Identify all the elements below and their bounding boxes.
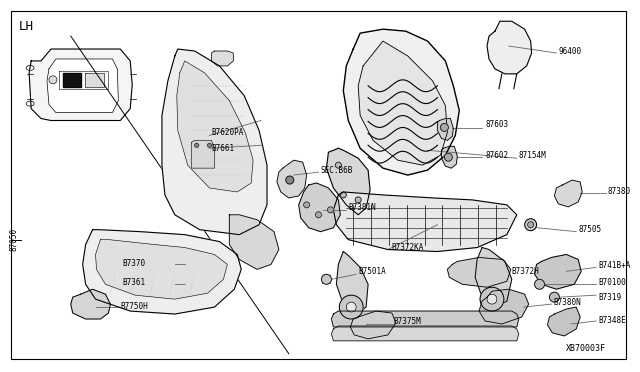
Text: LH: LH	[19, 20, 34, 33]
Text: B7661: B7661	[211, 144, 235, 153]
Polygon shape	[59, 71, 108, 89]
Polygon shape	[332, 311, 519, 327]
Circle shape	[321, 274, 332, 284]
Text: B7620PA: B7620PA	[211, 128, 244, 137]
Polygon shape	[350, 311, 396, 339]
Polygon shape	[333, 192, 516, 251]
Text: B7381N: B7381N	[348, 203, 376, 212]
Text: B7348E: B7348E	[598, 317, 626, 326]
Circle shape	[339, 295, 363, 319]
Polygon shape	[475, 247, 512, 307]
Polygon shape	[47, 59, 118, 113]
Circle shape	[440, 124, 449, 131]
Text: 87050: 87050	[10, 228, 19, 251]
Text: B7372KA: B7372KA	[391, 243, 423, 252]
Polygon shape	[229, 215, 279, 269]
Text: 96400: 96400	[558, 46, 582, 55]
Polygon shape	[211, 51, 234, 66]
Text: 87602: 87602	[485, 151, 508, 160]
Circle shape	[328, 207, 333, 213]
Polygon shape	[71, 289, 111, 319]
Polygon shape	[332, 326, 519, 341]
Circle shape	[335, 162, 341, 168]
Circle shape	[340, 192, 346, 198]
Text: B7750H: B7750H	[120, 302, 148, 311]
Polygon shape	[326, 148, 370, 215]
Text: XB70003F: XB70003F	[566, 344, 606, 353]
Polygon shape	[438, 119, 453, 140]
Circle shape	[525, 219, 536, 231]
Circle shape	[527, 222, 534, 228]
Polygon shape	[83, 230, 241, 314]
Polygon shape	[177, 61, 253, 192]
Circle shape	[346, 302, 356, 312]
Polygon shape	[84, 73, 104, 87]
Polygon shape	[447, 257, 511, 287]
Circle shape	[550, 292, 559, 302]
Text: B7370: B7370	[122, 259, 145, 268]
Circle shape	[534, 279, 545, 289]
Circle shape	[480, 287, 504, 311]
Text: 87603: 87603	[485, 120, 508, 129]
Circle shape	[207, 143, 211, 147]
Polygon shape	[343, 29, 460, 175]
Polygon shape	[442, 146, 458, 168]
Polygon shape	[95, 240, 227, 299]
Circle shape	[316, 212, 321, 218]
Text: B70100: B70100	[598, 278, 626, 287]
Polygon shape	[554, 180, 582, 207]
Polygon shape	[162, 49, 267, 235]
Text: 87380: 87380	[608, 187, 631, 196]
Polygon shape	[487, 21, 532, 74]
Text: B7501A: B7501A	[358, 267, 386, 276]
Polygon shape	[547, 307, 580, 336]
Circle shape	[195, 143, 198, 147]
Circle shape	[49, 76, 57, 84]
Circle shape	[303, 202, 310, 208]
Polygon shape	[534, 254, 581, 289]
Polygon shape	[299, 183, 340, 232]
Polygon shape	[29, 49, 132, 121]
Text: B7319: B7319	[598, 293, 621, 302]
Text: B7380N: B7380N	[554, 298, 581, 307]
Polygon shape	[337, 251, 368, 314]
Text: 87505: 87505	[578, 225, 602, 234]
Circle shape	[286, 176, 294, 184]
Polygon shape	[191, 140, 214, 168]
Text: B7361: B7361	[122, 278, 145, 287]
Text: B7372H: B7372H	[512, 267, 540, 276]
Polygon shape	[277, 160, 307, 198]
Polygon shape	[479, 289, 529, 324]
Text: B7375M: B7375M	[394, 317, 422, 327]
Polygon shape	[63, 73, 81, 87]
Circle shape	[487, 294, 497, 304]
Polygon shape	[358, 41, 447, 165]
Text: B741B+A: B741B+A	[598, 261, 630, 270]
Circle shape	[355, 197, 361, 203]
Text: SEC.B6B: SEC.B6B	[321, 166, 353, 174]
Text: 87154M: 87154M	[519, 151, 547, 160]
Circle shape	[444, 153, 452, 161]
